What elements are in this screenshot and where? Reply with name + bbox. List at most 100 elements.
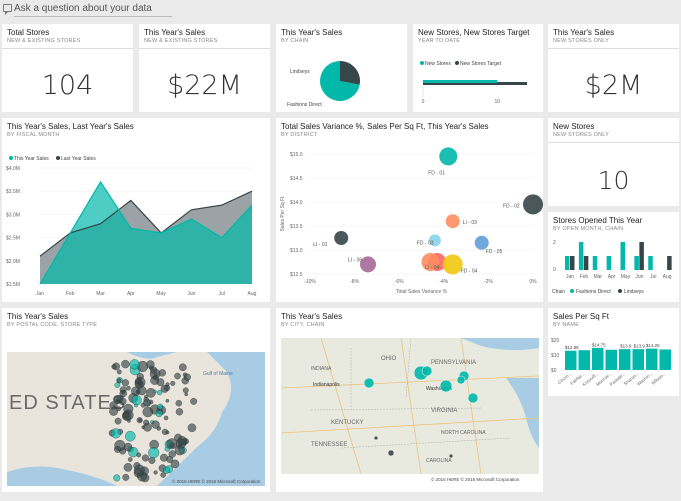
bar-sqft: [565, 350, 577, 370]
store-marker: [153, 470, 158, 475]
map-country-label: ED STATES: [9, 392, 126, 414]
store-marker: [116, 369, 122, 375]
tile-title: This Year's Sales: [144, 28, 206, 37]
store-marker: [123, 463, 133, 472]
city-marker: [467, 392, 479, 404]
divider: [548, 142, 679, 143]
y-tick-label: $3.0M: [6, 212, 20, 218]
x-tick-label: -10%: [304, 279, 316, 285]
y-tick-label: $2.0M: [6, 259, 20, 265]
scatter-point: [334, 231, 349, 245]
map-land: [281, 338, 539, 474]
store-marker: [165, 382, 170, 387]
kpi-value: 104: [41, 70, 94, 101]
tile-this-year-sales-kpi[interactable]: This Year's Sales NEW & EXISTING STORES …: [139, 24, 270, 112]
store-marker: [109, 401, 118, 410]
tile-map-postal[interactable]: This Year's Sales BY POSTAL CODE, STORE …: [2, 308, 270, 492]
tile-title: Total Sales Variance %, Sales Per Sq Ft,…: [281, 122, 489, 131]
bar-fashions-direct: [592, 256, 598, 270]
new-stores-bar: [423, 80, 498, 83]
target-bar-chart: New Stores New Stores Target 0 10: [420, 61, 527, 105]
y-tick-label: $0: [551, 368, 557, 374]
x-tick-label: Wilson...: [650, 371, 666, 386]
area-chart: This Year Sales Last Year Sales $1.5M $2.0M…: [6, 156, 257, 297]
store-marker: [151, 420, 160, 429]
tile-subtitle: NEW STORES ONLY: [553, 132, 609, 138]
store-marker: [126, 386, 131, 391]
store-marker: [127, 419, 131, 423]
store-marker: [129, 359, 140, 370]
data-label: $13.9: [620, 344, 632, 349]
tile-sales-by-chain[interactable]: This Year's Sales BY CHAIN Lindseys Fashi…: [276, 24, 407, 112]
map-roads: [281, 338, 539, 474]
legend-dot-0: [420, 61, 424, 65]
map-store-markers: [108, 359, 198, 483]
tile-subtitle: NEW STORES ONLY: [553, 38, 609, 44]
label-washington: Washington: [426, 386, 452, 392]
point-label: FD - 03: [417, 240, 434, 246]
tile-new-stores-target[interactable]: New Stores, New Stores Target YEAR TO DA…: [413, 24, 543, 112]
store-marker: [131, 395, 142, 406]
kpi-value: $22M: [167, 70, 242, 101]
tile-new-stores-sales[interactable]: This Year's Sales NEW STORES ONLY $2M: [548, 24, 679, 112]
tile-ty-ly-sales[interactable]: This Year's Sales, Last Year's Sales BY …: [2, 118, 270, 302]
divider: [139, 48, 270, 49]
label-north-carolina: NORTH CAROLINA: [441, 430, 486, 436]
city-marker: [439, 379, 453, 393]
y-tick-label: $14.0: [290, 200, 303, 206]
y-tick-label: $1.5M: [6, 282, 20, 288]
store-marker: [135, 390, 140, 394]
label-virginia: VIRGINIA: [431, 408, 457, 414]
x-tick-label: May: [156, 291, 166, 297]
store-marker: [121, 359, 130, 369]
store-marker: [155, 410, 163, 418]
bar-sqft: [659, 349, 671, 370]
legend-label-1: Last Year Sales: [61, 156, 96, 162]
point-label: FD - 05: [486, 249, 503, 255]
tile-title: Stores Opened This Year: [553, 216, 643, 225]
store-marker: [174, 445, 185, 456]
qa-input[interactable]: [14, 1, 172, 17]
city-marker: [421, 365, 433, 377]
tile-total-stores[interactable]: Total Stores NEW & EXISTING STORES 104: [2, 24, 133, 112]
y-tick-label: $10: [551, 353, 560, 359]
scatter-point: [445, 214, 460, 229]
store-marker: [165, 430, 170, 435]
legend-dot-1: [618, 289, 622, 293]
tick-label-1: 10: [495, 99, 501, 105]
x-tick-label: Jul: [219, 291, 225, 297]
store-marker: [177, 436, 187, 446]
x-tick-label: -6%: [395, 279, 404, 285]
stores-opened-chart: 0 2 Jan Feb Mar Apr May Jun Jul Aug Chain Fashions …: [552, 240, 672, 295]
store-marker: [137, 380, 143, 386]
bar-sqft: [578, 350, 590, 370]
store-marker: [182, 387, 189, 394]
store-marker: [160, 453, 168, 462]
bar-lindseys: [639, 242, 644, 270]
tile-subtitle: BY NAME: [553, 322, 580, 328]
pie-chart: Lindseys Fashions Direct: [287, 61, 360, 108]
bar-fashions-direct: [565, 256, 570, 270]
tile-stores-opened[interactable]: Stores Opened This Year BY OPEN MONTH, C…: [548, 212, 679, 302]
y-tick-label: $3.5M: [6, 189, 20, 195]
legend-label-1: New Stores Target: [460, 61, 502, 67]
tile-variance[interactable]: Total Sales Variance %, Sales Per Sq Ft,…: [276, 118, 543, 302]
x-tick-label: Jun: [187, 291, 195, 297]
map-copyright: © 2016 HERE © 2016 Microsoft Corporation: [172, 479, 261, 484]
store-marker: [116, 406, 122, 412]
store-marker: [157, 389, 163, 396]
pie-label-1: Fashions Direct: [287, 102, 322, 108]
point-label: FD - 02: [503, 203, 520, 209]
store-marker: [166, 438, 178, 450]
tile-title: Total Stores: [7, 28, 50, 37]
tile-map-city[interactable]: This Year's Sales BY CITY, CHAIN OHIO PE…: [276, 308, 543, 492]
store-marker: [146, 388, 156, 398]
tile-sales-sqft[interactable]: Sales Per Sq Ft BY NAME $0 $10 $20 $12.86 Ci…: [548, 308, 679, 396]
store-marker: [121, 379, 129, 387]
tile-new-stores[interactable]: New Stores NEW STORES ONLY 10: [548, 118, 679, 206]
bar-sqft: [646, 348, 658, 370]
tile-subtitle: BY CHAIN: [281, 38, 309, 44]
postal-map[interactable]: ED STATES Gulf of Maine: [7, 352, 265, 486]
city-map[interactable]: OHIO PENNSYLVANIA INDIANA Indianapolis W…: [281, 338, 539, 474]
store-marker: [119, 397, 127, 406]
